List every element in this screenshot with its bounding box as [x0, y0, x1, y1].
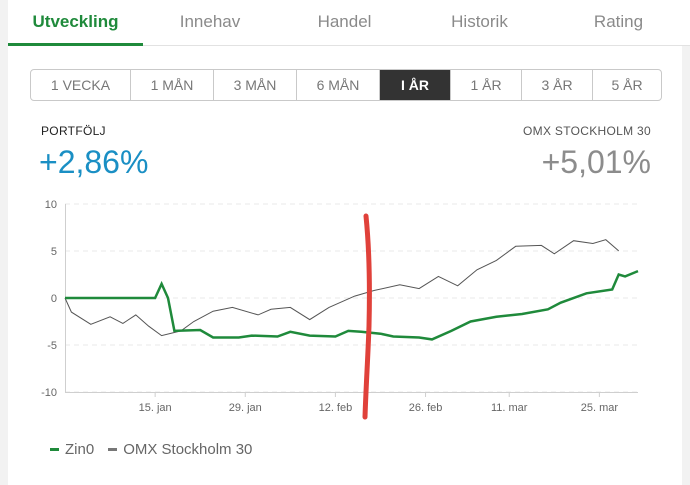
tab-rating[interactable]: Rating	[593, 12, 644, 31]
chart-legend: Zin0 OMX Stockholm 30	[50, 441, 266, 458]
period-6-man-button[interactable]: 6 MÅN	[297, 70, 380, 100]
performance-chart: 10 5 0 -5 -10 15. jan 29. jan 12. feb 26. f…	[41, 199, 639, 420]
y-tick-label: 0	[51, 293, 57, 305]
period-1-ar-button[interactable]: 1 ÅR	[451, 70, 522, 100]
performance-card: 1 VECKA 1 MÅN 3 MÅN 6 MÅN I ÅR 1 ÅR 3 ÅR…	[8, 46, 682, 485]
x-tick-label: 26. feb	[409, 402, 443, 414]
legend-swatch-portfolio	[50, 448, 59, 451]
x-tick-label: 29. jan	[229, 402, 262, 414]
period-i-ar-button[interactable]: I ÅR	[380, 70, 451, 100]
legend-item-portfolio[interactable]: Zin0	[50, 441, 94, 458]
y-tick-label: -10	[41, 387, 57, 399]
tab-bar: Utveckling Innehav Handel Historik Ratin…	[8, 0, 690, 46]
x-tick-label: 11. mar	[491, 402, 528, 414]
red-annotation-stroke	[362, 213, 372, 420]
index-label: OMX STOCKHOLM 30	[523, 124, 651, 138]
legend-item-index[interactable]: OMX Stockholm 30	[108, 441, 252, 458]
period-5-ar-button[interactable]: 5 ÅR	[611, 77, 643, 93]
x-tick-label: 12. feb	[319, 402, 353, 414]
period-selector: 1 VECKA 1 MÅN 3 MÅN 6 MÅN I ÅR 1 ÅR 3 ÅR…	[30, 69, 662, 101]
portfolio-label: PORTFÖLJ	[41, 124, 106, 138]
period-1-vecka-button[interactable]: 1 VECKA	[31, 70, 131, 100]
portfolio-series-line	[65, 269, 639, 341]
x-tick-label: 25. mar	[581, 402, 619, 414]
y-tick-label: 5	[51, 246, 57, 258]
period-1-man-button[interactable]: 1 MÅN	[131, 70, 214, 100]
tab-utveckling[interactable]: Utveckling	[8, 0, 143, 46]
period-3-ar-button[interactable]: 3 ÅR	[522, 70, 593, 100]
legend-swatch-index	[108, 448, 118, 451]
y-tick-label: -5	[47, 340, 57, 352]
tab-innehav[interactable]: Innehav	[179, 12, 241, 31]
legend-label-index: OMX Stockholm 30	[123, 441, 253, 458]
omx-series-line	[64, 239, 620, 337]
portfolio-return: +2,86%	[39, 144, 149, 180]
x-tick-label: 15. jan	[139, 402, 172, 414]
y-tick-label: 10	[45, 199, 57, 211]
legend-label-portfolio: Zin0	[65, 441, 95, 458]
tab-historik[interactable]: Historik	[451, 12, 508, 31]
index-return: +5,01%	[541, 144, 651, 180]
tab-handel[interactable]: Handel	[317, 12, 372, 31]
period-3-man-button[interactable]: 3 MÅN	[214, 70, 297, 100]
